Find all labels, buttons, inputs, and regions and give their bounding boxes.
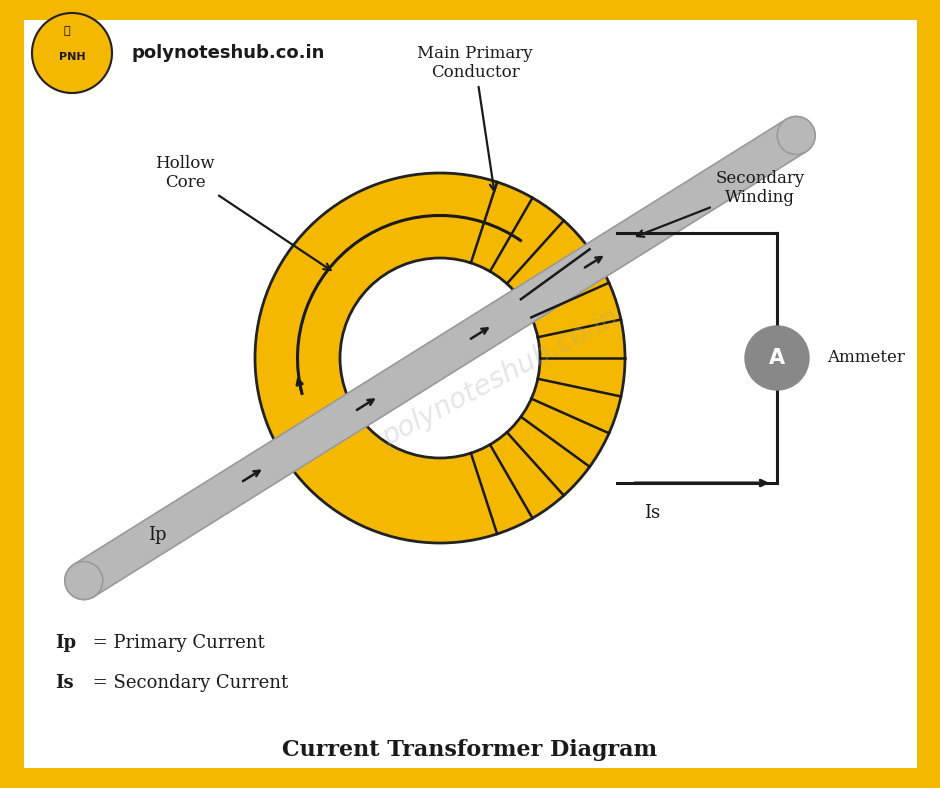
Circle shape bbox=[32, 13, 112, 93]
Circle shape bbox=[255, 173, 625, 543]
Text: Ammeter: Ammeter bbox=[827, 350, 905, 366]
Text: polynoteshub.co.in: polynoteshub.co.in bbox=[132, 44, 325, 62]
Text: Ip: Ip bbox=[55, 634, 76, 652]
Text: 🎓: 🎓 bbox=[64, 26, 70, 36]
Text: = Secondary Current: = Secondary Current bbox=[87, 674, 289, 692]
Text: Is: Is bbox=[644, 504, 660, 522]
Circle shape bbox=[65, 562, 102, 600]
Text: polynoteshub.co.in: polynoteshub.co.in bbox=[377, 303, 623, 452]
Circle shape bbox=[777, 117, 815, 154]
Polygon shape bbox=[73, 119, 807, 597]
Text: Current Transformer Diagram: Current Transformer Diagram bbox=[282, 739, 658, 761]
Text: = Primary Current: = Primary Current bbox=[87, 634, 265, 652]
Text: Is: Is bbox=[55, 674, 73, 692]
Circle shape bbox=[340, 258, 540, 458]
Text: A: A bbox=[769, 348, 785, 368]
Text: Hollow
Core: Hollow Core bbox=[155, 154, 331, 270]
Text: Ip: Ip bbox=[148, 526, 166, 545]
Text: Main Primary
Conductor: Main Primary Conductor bbox=[417, 45, 533, 191]
Text: Secondary
Winding: Secondary Winding bbox=[637, 169, 805, 236]
Circle shape bbox=[745, 326, 809, 390]
Text: PNH: PNH bbox=[58, 52, 86, 62]
